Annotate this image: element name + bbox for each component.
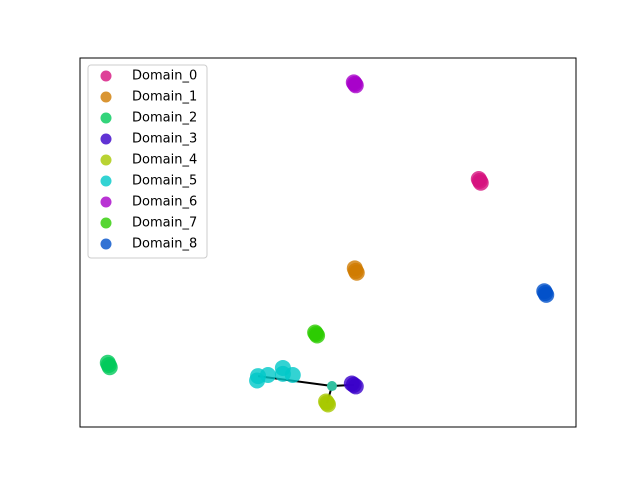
legend-label: Domain_4	[132, 153, 197, 168]
point	[346, 75, 363, 92]
plot-frame	[79, 57, 577, 428]
point	[347, 262, 364, 279]
legend-label: Domain_3	[132, 132, 197, 147]
point	[537, 285, 554, 302]
legend-label: Domain_2	[132, 111, 197, 126]
legend-marker	[100, 154, 112, 166]
legend-marker	[100, 91, 112, 103]
legend-label: Domain_6	[132, 195, 197, 210]
point	[308, 326, 325, 343]
center-point	[326, 381, 337, 392]
legend-label: Domain_7	[132, 216, 197, 231]
legend-marker	[100, 133, 112, 145]
point	[100, 357, 117, 374]
legend-marker	[100, 175, 112, 187]
legend-label: Domain_8	[132, 237, 197, 252]
point	[319, 395, 336, 412]
point	[471, 172, 488, 189]
legend-marker	[100, 112, 112, 124]
legend-marker	[100, 196, 112, 208]
legend-label: Domain_5	[132, 174, 197, 189]
legend-marker	[100, 217, 112, 229]
legend-marker	[100, 238, 112, 250]
point	[284, 366, 301, 383]
legend-label: Domain_0	[132, 69, 197, 84]
legend-marker	[100, 70, 112, 82]
legend-box	[87, 64, 208, 259]
legend-label: Domain_1	[132, 90, 197, 105]
point	[249, 372, 266, 389]
point	[345, 376, 362, 393]
